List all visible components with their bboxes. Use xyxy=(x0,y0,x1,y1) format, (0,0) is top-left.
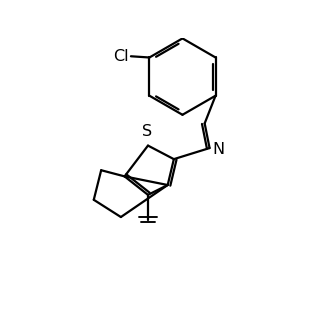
Text: Cl: Cl xyxy=(113,49,129,64)
Text: S: S xyxy=(142,124,152,140)
Text: N: N xyxy=(213,142,225,157)
